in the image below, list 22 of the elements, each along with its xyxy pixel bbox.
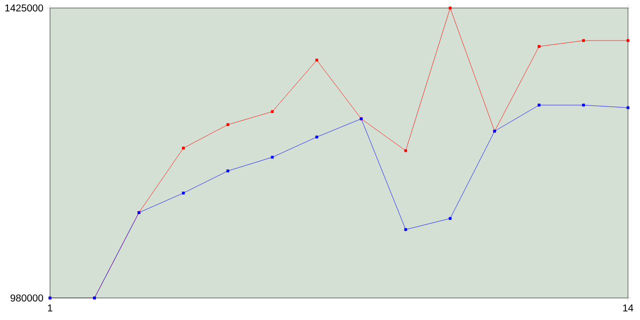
point xyxy=(538,45,540,48)
point xyxy=(182,146,185,150)
point xyxy=(404,228,408,231)
point xyxy=(270,110,274,114)
point xyxy=(315,136,318,138)
point xyxy=(582,39,585,42)
point xyxy=(226,123,230,126)
y-tick-label: 1425000 xyxy=(5,4,44,12)
point xyxy=(626,39,630,42)
point xyxy=(226,170,230,172)
point xyxy=(626,106,630,110)
point xyxy=(448,6,452,10)
y-tick-label: 980000 xyxy=(10,294,44,302)
point xyxy=(315,58,318,62)
x-tick-label: 14 xyxy=(623,304,634,312)
point xyxy=(404,149,408,152)
point xyxy=(182,192,185,194)
point xyxy=(538,104,540,106)
x-tick-label: 1 xyxy=(48,304,52,312)
point xyxy=(270,156,274,159)
point xyxy=(448,217,452,220)
point xyxy=(582,104,585,106)
